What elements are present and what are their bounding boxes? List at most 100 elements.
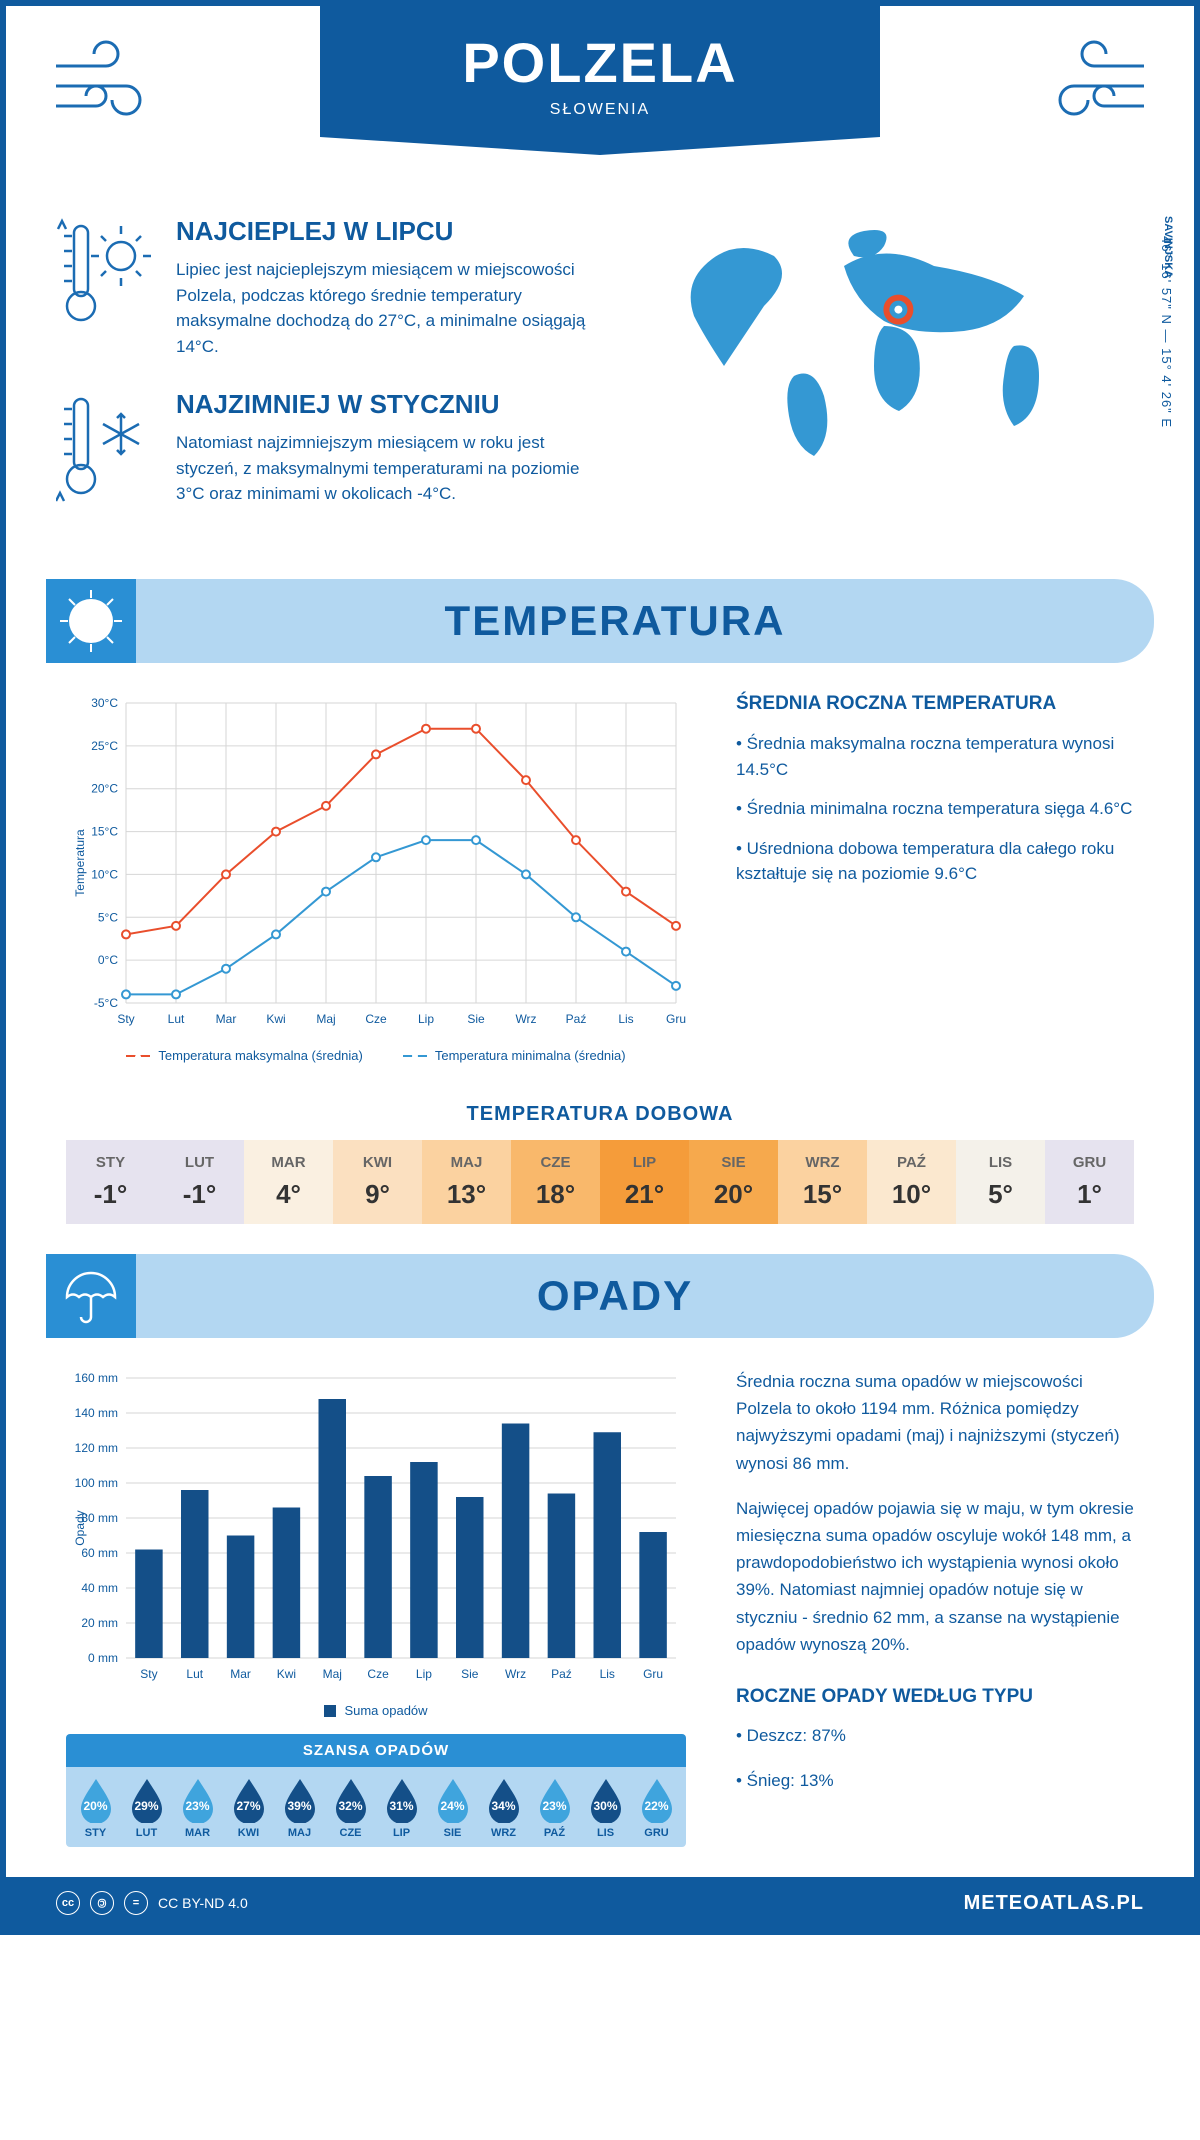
license-text: CC BY-ND 4.0 <box>158 1895 248 1911</box>
precip-section-bar: OPADY <box>46 1254 1154 1338</box>
svg-text:Sty: Sty <box>140 1667 157 1681</box>
precip-para: Średnia roczna suma opadów w miejscowośc… <box>736 1368 1134 1477</box>
precip-para: Najwięcej opadów pojawia się w maju, w t… <box>736 1495 1134 1658</box>
chance-cell: 29%LUT <box>121 1775 172 1839</box>
coords-label: 46° 16' 57" N — 15° 4' 26" E <box>1159 236 1174 428</box>
header-banner: POLZELA SŁOWENIA <box>320 6 880 137</box>
wind-icon <box>1034 36 1154 155</box>
svg-text:160 mm: 160 mm <box>75 1371 118 1385</box>
daily-cell: KWI9° <box>333 1140 422 1224</box>
svg-text:15°C: 15°C <box>91 825 118 839</box>
svg-text:20°C: 20°C <box>91 782 118 796</box>
svg-text:Paź: Paź <box>566 1012 587 1026</box>
temperature-content: -5°C0°C5°C10°C15°C20°C25°C30°CStyLutMarK… <box>6 663 1194 1093</box>
chance-title: SZANSA OPADÓW <box>66 1734 686 1767</box>
by-icon: 🄯 <box>90 1891 114 1915</box>
intro-section: NAJCIEPLEJ W LIPCU Lipiec jest najcieple… <box>6 186 1194 579</box>
temperature-summary: ŚREDNIA ROCZNA TEMPERATURA • Średnia mak… <box>736 693 1134 1063</box>
daily-cell: LUT-1° <box>155 1140 244 1224</box>
map-panel: SAVINJSKA 46° 16' 57" N — 15° 4' 26" E <box>644 216 1144 539</box>
svg-text:140 mm: 140 mm <box>75 1406 118 1420</box>
svg-text:Wrz: Wrz <box>515 1012 536 1026</box>
daily-cell: LIS5° <box>956 1140 1045 1224</box>
daily-cell: SIE20° <box>689 1140 778 1224</box>
precip-rain: • Deszcz: 87% <box>736 1722 1134 1749</box>
precip-legend: Suma opadów <box>66 1703 686 1718</box>
chance-cell: 32%CZE <box>325 1775 376 1839</box>
daily-cell: CZE18° <box>511 1140 600 1224</box>
svg-text:Mar: Mar <box>216 1012 237 1026</box>
svg-text:Lis: Lis <box>618 1012 633 1026</box>
svg-text:10°C: 10°C <box>91 867 118 881</box>
svg-text:25°C: 25°C <box>91 739 118 753</box>
svg-text:30°C: 30°C <box>91 696 118 710</box>
svg-text:Maj: Maj <box>323 1667 342 1681</box>
legend-min: Temperatura minimalna (średnia) <box>435 1048 626 1063</box>
chance-cell: 34%WRZ <box>478 1775 529 1839</box>
svg-text:40 mm: 40 mm <box>81 1581 118 1595</box>
coldest-title: NAJZIMNIEJ W STYCZNIU <box>176 389 596 420</box>
svg-text:-5°C: -5°C <box>94 996 118 1010</box>
footer-license: cc 🄯 = CC BY-ND 4.0 <box>56 1891 248 1915</box>
svg-text:Mar: Mar <box>230 1667 251 1681</box>
sun-icon <box>46 579 136 663</box>
city-name: POLZELA <box>320 30 880 95</box>
precip-snow: • Śnieg: 13% <box>736 1767 1134 1794</box>
svg-text:0 mm: 0 mm <box>88 1651 118 1665</box>
chance-cell: 27%KWI <box>223 1775 274 1839</box>
chance-cell: 30%LIS <box>580 1775 631 1839</box>
chance-cell: 24%SIE <box>427 1775 478 1839</box>
temperature-section-bar: TEMPERATURA <box>46 579 1154 663</box>
chance-cell: 39%MAJ <box>274 1775 325 1839</box>
intro-text-col: NAJCIEPLEJ W LIPCU Lipiec jest najcieple… <box>56 216 604 539</box>
precip-chart: 0 mm20 mm40 mm60 mm80 mm100 mm120 mm140 … <box>66 1368 686 1847</box>
precip-summary: Średnia roczna suma opadów w miejscowośc… <box>736 1368 1134 1847</box>
svg-text:Sty: Sty <box>117 1012 134 1026</box>
chance-row: 20%STY29%LUT23%MAR27%KWI39%MAJ32%CZE31%L… <box>66 1767 686 1847</box>
temp-bullet: • Średnia minimalna roczna temperatura s… <box>736 796 1134 822</box>
chance-cell: 22%GRU <box>631 1775 682 1839</box>
svg-text:100 mm: 100 mm <box>75 1476 118 1490</box>
coldest-block: NAJZIMNIEJ W STYCZNIU Natomiast najzimni… <box>56 389 604 509</box>
header: POLZELA SŁOWENIA <box>6 6 1194 186</box>
svg-text:Gru: Gru <box>643 1667 663 1681</box>
daily-temp-title: TEMPERATURA DOBOWA <box>6 1103 1194 1126</box>
svg-text:Kwi: Kwi <box>277 1667 296 1681</box>
temp-summary-title: ŚREDNIA ROCZNA TEMPERATURA <box>736 693 1134 715</box>
daily-cell: GRU1° <box>1045 1140 1134 1224</box>
svg-text:Gru: Gru <box>666 1012 686 1026</box>
daily-cell: LIP21° <box>600 1140 689 1224</box>
coldest-text: Natomiast najzimniejszym miesiącem w rok… <box>176 430 596 507</box>
svg-text:Sie: Sie <box>461 1667 479 1681</box>
daily-cell: PAŹ10° <box>867 1140 956 1224</box>
svg-text:Paź: Paź <box>551 1667 572 1681</box>
daily-cell: STY-1° <box>66 1140 155 1224</box>
precip-by-type-title: ROCZNE OPADY WEDŁUG TYPU <box>736 1682 1134 1712</box>
daily-cell: WRZ15° <box>778 1140 867 1224</box>
hottest-text: Lipiec jest najcieplejszym miesiącem w m… <box>176 257 596 359</box>
svg-text:120 mm: 120 mm <box>75 1441 118 1455</box>
daily-cell: MAJ13° <box>422 1140 511 1224</box>
footer-site: METEOATLAS.PL <box>964 1892 1144 1915</box>
temp-legend: Temperatura maksymalna (średnia) Tempera… <box>66 1048 686 1063</box>
chance-cell: 20%STY <box>70 1775 121 1839</box>
cc-icon: cc <box>56 1891 80 1915</box>
chance-block: SZANSA OPADÓW 20%STY29%LUT23%MAR27%KWI39… <box>66 1734 686 1847</box>
temp-bullet: • Uśredniona dobowa temperatura dla całe… <box>736 836 1134 887</box>
svg-text:Lip: Lip <box>418 1012 434 1026</box>
precip-title: OPADY <box>136 1272 1094 1320</box>
svg-text:Wrz: Wrz <box>505 1667 526 1681</box>
page-root: POLZELA SŁOWENIA NAJCIEPLEJ W <box>0 0 1200 1935</box>
svg-text:Temperatura: Temperatura <box>73 829 87 897</box>
svg-text:Maj: Maj <box>316 1012 335 1026</box>
nd-icon: = <box>124 1891 148 1915</box>
svg-text:5°C: 5°C <box>98 910 118 924</box>
svg-text:Cze: Cze <box>365 1012 387 1026</box>
chance-cell: 23%MAR <box>172 1775 223 1839</box>
umbrella-icon <box>46 1254 136 1338</box>
thermometer-snow-icon <box>56 389 156 509</box>
hottest-block: NAJCIEPLEJ W LIPCU Lipiec jest najcieple… <box>56 216 604 359</box>
footer: cc 🄯 = CC BY-ND 4.0 METEOATLAS.PL <box>6 1877 1194 1929</box>
wind-icon <box>46 36 166 155</box>
daily-cell: MAR4° <box>244 1140 333 1224</box>
